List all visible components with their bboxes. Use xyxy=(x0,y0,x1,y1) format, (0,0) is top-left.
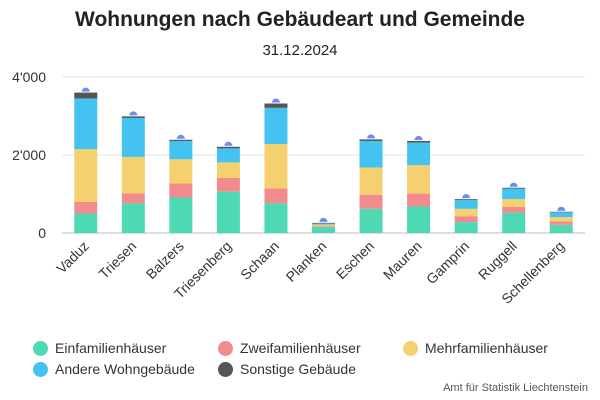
source-credit: Amt für Statistik Liechtenstein xyxy=(443,382,588,394)
bar-segment[interactable] xyxy=(502,199,526,207)
bar-segment[interactable] xyxy=(216,146,240,149)
total-marker[interactable] xyxy=(367,134,376,139)
bar-segment[interactable] xyxy=(169,183,193,198)
legend-label: Mehrfamilienhäuser xyxy=(425,340,548,356)
bar-segment[interactable] xyxy=(454,199,478,209)
bar-segment[interactable] xyxy=(264,188,288,204)
bar-segment[interactable] xyxy=(74,98,98,150)
bar-segment[interactable] xyxy=(502,206,526,213)
legend-item-zweifamilienhaeuser[interactable]: Zweifamilienhäuser xyxy=(218,340,361,356)
bar-segment[interactable] xyxy=(454,208,478,217)
legend-item-einfamilienhaeuser[interactable]: Einfamilienhäuser xyxy=(33,340,166,356)
x-tick-label: Gamprin xyxy=(423,238,472,287)
y-tick-label: 4'000 xyxy=(12,69,46,85)
legend-swatch xyxy=(218,340,233,356)
legend-label: Zweifamilienhäuser xyxy=(240,340,361,356)
bar-segment[interactable] xyxy=(549,212,573,218)
bar-segment[interactable] xyxy=(121,116,145,118)
bar-segment[interactable] xyxy=(407,193,431,207)
bar-segment[interactable] xyxy=(121,117,145,157)
bar-segment[interactable] xyxy=(502,188,526,200)
bar-segment[interactable] xyxy=(359,139,383,141)
x-tick-label: Ruggell xyxy=(475,238,520,283)
legend-swatch xyxy=(33,361,48,377)
total-marker[interactable] xyxy=(271,98,280,103)
total-marker[interactable] xyxy=(81,87,90,92)
y-tick-label: 0 xyxy=(38,225,46,241)
bar-segment[interactable] xyxy=(169,197,193,233)
bar-segment[interactable] xyxy=(74,92,98,99)
bar-segment[interactable] xyxy=(264,103,288,108)
chart-subtitle: 31.12.2024 xyxy=(262,42,338,59)
x-tick-label: Planken xyxy=(283,238,330,285)
bar-segment[interactable] xyxy=(549,224,573,233)
bar-segment[interactable] xyxy=(121,193,145,204)
bar-segment[interactable] xyxy=(216,178,240,192)
legend-swatch xyxy=(403,340,418,356)
x-tick-label: Triesen xyxy=(95,238,139,282)
bar-segment[interactable] xyxy=(264,107,288,145)
bar-segment[interactable] xyxy=(74,201,98,214)
bar-segment[interactable] xyxy=(502,212,526,233)
bar-segment[interactable] xyxy=(169,140,193,160)
legend-swatch xyxy=(218,361,233,377)
total-marker[interactable] xyxy=(224,141,233,146)
bar-segment[interactable] xyxy=(312,222,335,224)
total-marker[interactable] xyxy=(129,111,138,116)
total-marker[interactable] xyxy=(509,182,518,187)
bar-segment[interactable] xyxy=(169,139,193,141)
bar-segment[interactable] xyxy=(74,213,98,234)
total-marker[interactable] xyxy=(557,206,566,211)
bar-segment[interactable] xyxy=(216,162,240,179)
legend-label: Einfamilienhäuser xyxy=(55,340,167,356)
x-tick-label: Vaduz xyxy=(53,238,92,277)
legend-label: Andere Wohngebäude xyxy=(55,361,195,377)
bar-segment[interactable] xyxy=(502,187,526,189)
total-marker[interactable] xyxy=(319,217,328,222)
legend-item-andere-wohngebaeude[interactable]: Andere Wohngebäude xyxy=(33,361,195,377)
x-tick-label: Mauren xyxy=(380,238,425,283)
legend-item-mehrfamilienhaeuser[interactable]: Mehrfamilienhäuser xyxy=(403,340,548,356)
bar-segment[interactable] xyxy=(454,199,478,200)
bar-segment[interactable] xyxy=(407,206,431,233)
x-tick-label: Schaan xyxy=(237,238,282,283)
bar-segment[interactable] xyxy=(359,208,383,233)
total-marker[interactable] xyxy=(462,194,471,199)
bar-segment[interactable] xyxy=(216,191,240,233)
bar-segment[interactable] xyxy=(312,226,335,228)
bar-segment[interactable] xyxy=(359,167,383,195)
x-tick-label: Balzers xyxy=(143,238,187,282)
bar-segment[interactable] xyxy=(264,144,288,189)
bar-segment[interactable] xyxy=(549,211,573,213)
bar-segment[interactable] xyxy=(359,194,383,209)
bar-segment[interactable] xyxy=(312,227,335,233)
bar-segment[interactable] xyxy=(216,148,240,163)
bar-segment[interactable] xyxy=(264,203,288,233)
chart-title: Wohnungen nach Gebäudeart und Gemeinde xyxy=(75,8,525,31)
bar-segment[interactable] xyxy=(312,224,335,227)
total-marker[interactable] xyxy=(176,134,185,139)
bar-segment[interactable] xyxy=(454,222,478,233)
bar-segment[interactable] xyxy=(121,203,145,233)
y-tick-label: 2'000 xyxy=(12,147,46,163)
bar-segment[interactable] xyxy=(359,140,383,168)
bar-segment[interactable] xyxy=(74,149,98,202)
bar-segment[interactable] xyxy=(169,159,193,184)
bar-segment[interactable] xyxy=(312,223,335,225)
bar-segment[interactable] xyxy=(549,217,573,222)
bar-segment[interactable] xyxy=(407,140,431,143)
legend-swatch xyxy=(33,340,48,356)
bar-segment[interactable] xyxy=(407,165,431,194)
legend-label: Sonstige Gebäude xyxy=(240,361,356,377)
bar-segment[interactable] xyxy=(121,156,145,194)
total-marker[interactable] xyxy=(414,135,423,140)
bar-segment[interactable] xyxy=(407,142,431,166)
x-tick-label: Eschen xyxy=(333,238,377,282)
bar-segment[interactable] xyxy=(549,221,573,225)
bar-segment[interactable] xyxy=(454,216,478,223)
legend-item-sonstige-gebaeude[interactable]: Sonstige Gebäude xyxy=(218,361,356,377)
